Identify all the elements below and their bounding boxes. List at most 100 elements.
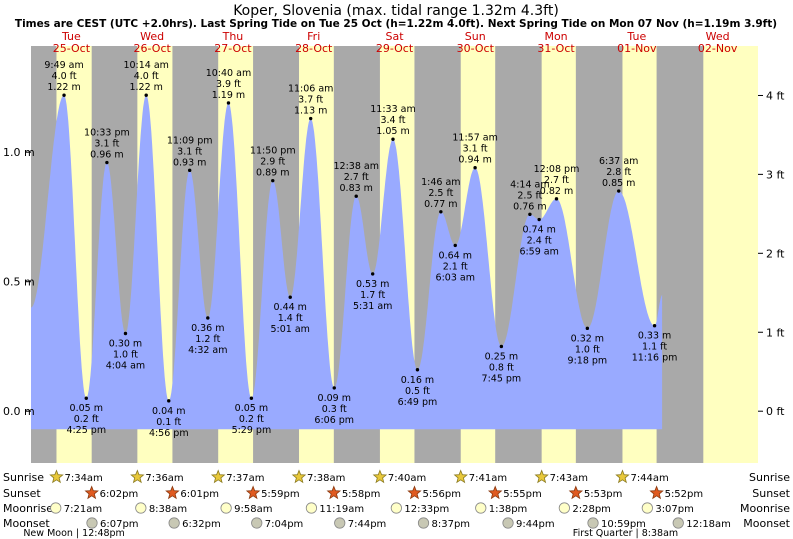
right-tick-label: 2 ft bbox=[766, 247, 785, 260]
tide-label: 5:31 am bbox=[353, 301, 392, 312]
tide-point bbox=[288, 295, 292, 299]
day-name: Wed bbox=[706, 30, 730, 43]
tide-label: 2.5 ft bbox=[517, 190, 542, 201]
sunset-icon bbox=[165, 485, 180, 500]
tide-point bbox=[585, 326, 590, 331]
tide-label: 9:49 am bbox=[44, 60, 83, 71]
tide-point bbox=[499, 344, 504, 349]
tide-label: 0.53 m bbox=[356, 279, 389, 290]
tide-label: 0.05 m bbox=[235, 403, 268, 414]
tide-label: 12:08 pm bbox=[534, 164, 580, 175]
tide-label: 1.7 ft bbox=[360, 290, 385, 301]
tide-label: 2.4 ft bbox=[527, 236, 552, 247]
tide-label: 3.1 ft bbox=[177, 146, 202, 157]
tide-label: 0.09 m bbox=[318, 393, 351, 404]
moonrise-icon bbox=[50, 502, 62, 514]
tide-point bbox=[391, 137, 395, 141]
moonset-time: 12:18am bbox=[686, 519, 731, 530]
tide-labels: 9:49 am4.0 ft1.22 m0.05 m0.2 ft4:25 pm10… bbox=[44, 60, 677, 439]
tide-label: 5:29 pm bbox=[232, 425, 272, 436]
tide-label: 11:57 am bbox=[452, 133, 497, 144]
axis-ticks: 1.0 m 0.5 m 0.0 m 4 ft 3 ft 2 ft 1 ft 0 ft bbox=[3, 89, 785, 418]
tide-label: 6:06 pm bbox=[314, 415, 354, 426]
day-name: Fri bbox=[307, 30, 320, 43]
tide-point bbox=[144, 93, 148, 97]
day-name: Tue bbox=[626, 30, 646, 43]
moonset-icon bbox=[251, 517, 263, 529]
tide-label: 0.36 m bbox=[191, 323, 224, 334]
tide-point bbox=[652, 324, 657, 328]
tide-label: 1.1 ft bbox=[642, 342, 667, 353]
tide-label: 3.1 ft bbox=[463, 144, 488, 155]
tide-point bbox=[370, 272, 375, 276]
day-date: 28-Oct bbox=[295, 42, 333, 55]
moonrise-time: 12:33pm bbox=[404, 504, 449, 515]
moonset-icon bbox=[587, 517, 599, 529]
tide-point bbox=[332, 386, 336, 390]
day-headers: Tue25-OctWed26-OctThu27-OctFri28-OctSat2… bbox=[53, 30, 738, 55]
moonset-time: 10:59pm bbox=[601, 519, 646, 530]
tide-label: 0.76 m bbox=[513, 201, 546, 212]
moonrise-time: 7:21am bbox=[64, 504, 102, 515]
tide-label: 0.3 ft bbox=[322, 404, 347, 415]
tide-label: 6:49 pm bbox=[398, 397, 438, 408]
sunrise-time: 7:34am bbox=[64, 473, 102, 484]
tide-point bbox=[62, 93, 66, 97]
moonset-icon bbox=[86, 517, 98, 529]
moonset-icon bbox=[502, 517, 514, 529]
tide-point bbox=[473, 166, 477, 170]
tide-point bbox=[226, 101, 231, 105]
sunset-time: 5:59pm bbox=[261, 489, 300, 500]
row-label-right: Sunset bbox=[752, 487, 790, 500]
sunrise-time: 7:41am bbox=[469, 473, 507, 484]
sunset-icon bbox=[84, 485, 99, 500]
tide-label: 1.05 m bbox=[376, 126, 409, 137]
tide-point bbox=[206, 316, 210, 320]
sunrise-icon bbox=[49, 469, 64, 484]
day-date: 25-Oct bbox=[53, 42, 91, 55]
sunset-time: 6:02pm bbox=[100, 489, 139, 500]
tide-label: 11:16 pm bbox=[632, 353, 678, 364]
tide-point bbox=[308, 116, 313, 121]
tide-label: 11:09 pm bbox=[167, 135, 213, 146]
sunrise-icon bbox=[615, 469, 630, 484]
tide-curve bbox=[31, 95, 663, 430]
sunset-icon bbox=[245, 485, 261, 500]
day-name: Wed bbox=[140, 30, 164, 43]
tide-label: 0.82 m bbox=[540, 186, 573, 197]
tide-point bbox=[415, 368, 420, 372]
sunset-icon bbox=[487, 485, 503, 500]
sunrise-icon bbox=[453, 469, 468, 484]
tide-point bbox=[617, 189, 621, 193]
moonset-icon bbox=[334, 517, 346, 529]
tide-label: 6:03 am bbox=[436, 272, 475, 283]
tide-point bbox=[123, 331, 128, 336]
chart-subtitle: Times are CEST (UTC +2.0hrs). Last Sprin… bbox=[15, 18, 777, 30]
day-name: Thu bbox=[222, 30, 244, 43]
tide-label: 3.1 ft bbox=[94, 139, 119, 150]
moonrise-icon bbox=[390, 502, 402, 514]
tide-label: 0.33 m bbox=[638, 331, 671, 342]
sunset-icon bbox=[649, 485, 664, 500]
day-name: Sat bbox=[385, 30, 404, 43]
tide-point bbox=[554, 197, 559, 201]
tide-label: 0.1 ft bbox=[156, 417, 181, 428]
tide-label: 1:46 am bbox=[421, 177, 460, 188]
moonrise-icon bbox=[475, 502, 487, 514]
tide-label: 4:32 am bbox=[188, 345, 227, 356]
sunrise-time: 7:44am bbox=[630, 473, 668, 484]
tide-label: 3.7 ft bbox=[298, 95, 323, 106]
day-name: Tue bbox=[61, 30, 81, 43]
moonrise-icon bbox=[641, 502, 653, 514]
tide-label: 1.19 m bbox=[212, 90, 245, 101]
sunrise-time: 7:43am bbox=[550, 473, 588, 484]
tide-label: 0.85 m bbox=[602, 178, 635, 189]
tide-label: 1.22 m bbox=[47, 82, 80, 93]
sunset-time: 6:01pm bbox=[180, 489, 219, 500]
tide-label: 1.2 ft bbox=[195, 334, 220, 345]
tide-point bbox=[528, 212, 532, 217]
sunrise-icon bbox=[534, 469, 549, 484]
tide-label: 0.74 m bbox=[522, 225, 555, 236]
day-date: 27-Oct bbox=[214, 42, 252, 55]
